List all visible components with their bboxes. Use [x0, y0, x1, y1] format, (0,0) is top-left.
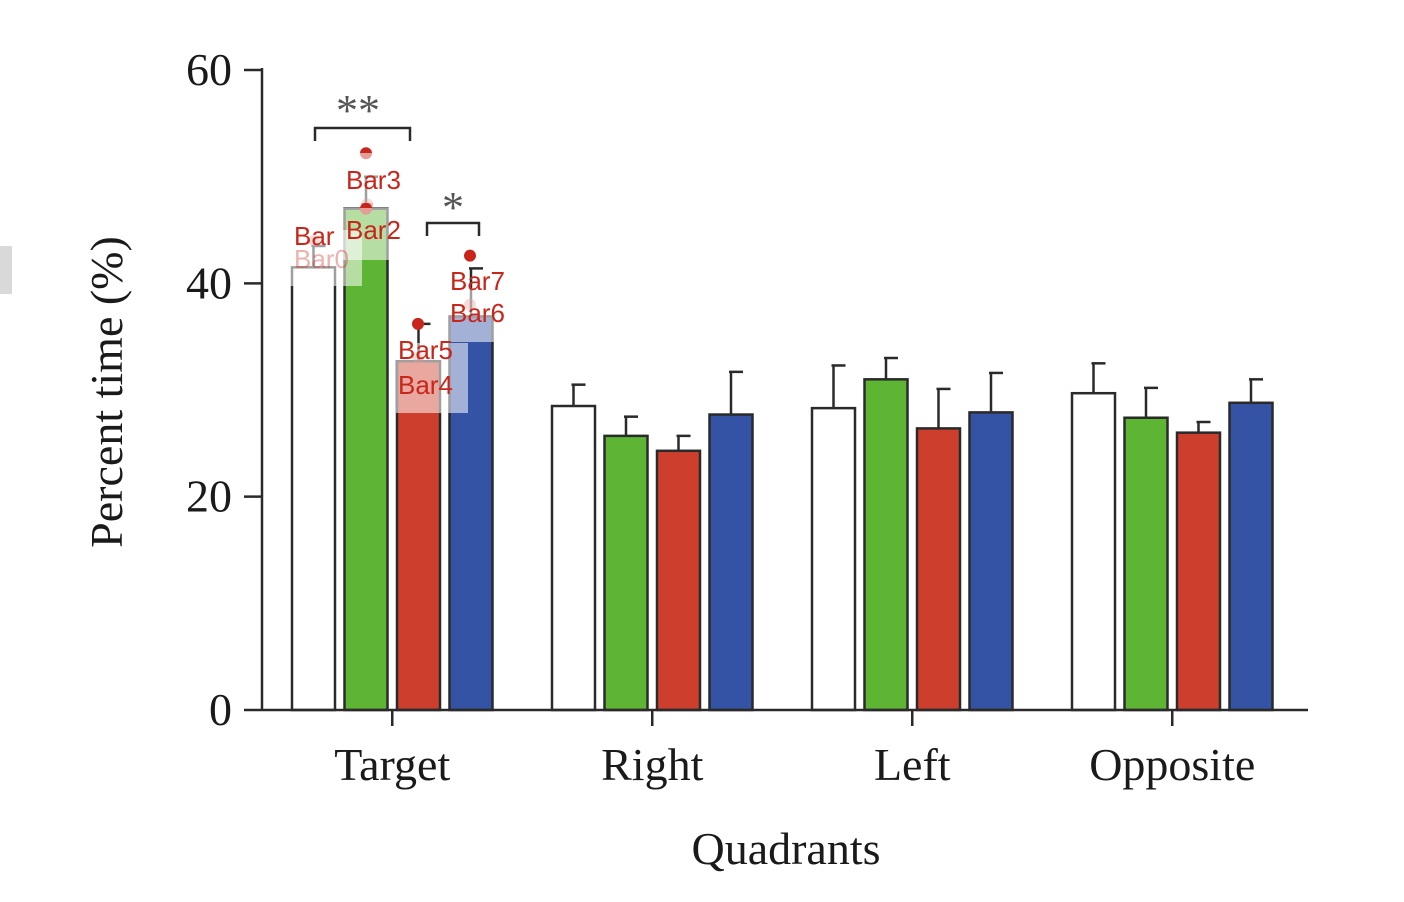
significance-label: *	[442, 183, 464, 232]
x-axis-title: Quadrants	[691, 823, 880, 874]
annotation-label: Bar6	[450, 298, 505, 328]
y-tick-label: 20	[186, 471, 232, 522]
annotation-marker	[412, 317, 424, 330]
y-tick-label: 60	[186, 44, 232, 95]
annotation-label: Bar2	[346, 215, 401, 245]
annotation-label: Bar5	[398, 335, 453, 365]
annotation-label: Bar7	[450, 266, 505, 296]
bars-layer	[290, 175, 1274, 712]
y-tick-label: 40	[186, 257, 232, 308]
significance-label: **	[336, 86, 380, 135]
x-tick-label-right: Right	[601, 739, 703, 790]
annotation-label: Bar	[294, 221, 335, 251]
bar-left-series-2	[915, 427, 962, 712]
bar-right-series-1	[603, 434, 649, 712]
x-tick-label-left: Left	[874, 739, 951, 790]
bar-opposite-series-0	[1070, 391, 1117, 712]
y-axis-title: Percent time (%)	[81, 236, 132, 548]
x-tick-label-target: Target	[334, 739, 450, 790]
bar-opposite-series-2	[1175, 431, 1222, 712]
bar-right-series-0	[550, 404, 597, 712]
bar-right-series-3	[708, 413, 754, 712]
bar-target-series-0	[290, 266, 337, 712]
annotation-label-box	[345, 153, 413, 203]
annotation-marker	[464, 249, 476, 262]
y-tick-label: 0	[209, 684, 232, 735]
annotation-label-box	[447, 288, 513, 342]
significance-bracket	[425, 221, 481, 236]
axes-layer: 0 20 40 60 Target Right Left Opposite	[186, 44, 1308, 790]
side-scroll-tab	[0, 246, 12, 294]
significance-layer: ***	[313, 86, 481, 236]
bar-opposite-series-1	[1123, 416, 1169, 712]
annotation-label: Bar4	[398, 370, 453, 400]
bar-opposite-series-3	[1228, 401, 1274, 712]
bar-left-series-0	[810, 406, 857, 712]
x-tick-label-opposite: Opposite	[1089, 739, 1255, 790]
bar-target-series-2	[395, 359, 442, 712]
annotation-label: Bar0	[294, 244, 349, 274]
annotation-label: Bar3	[346, 165, 401, 195]
bar-left-series-3	[968, 411, 1014, 712]
annotation-label-box	[343, 208, 413, 260]
bar-left-series-1	[863, 378, 909, 712]
significance-bracket	[313, 126, 412, 141]
annotation-label-box	[396, 343, 468, 413]
bar-right-series-2	[655, 449, 702, 712]
